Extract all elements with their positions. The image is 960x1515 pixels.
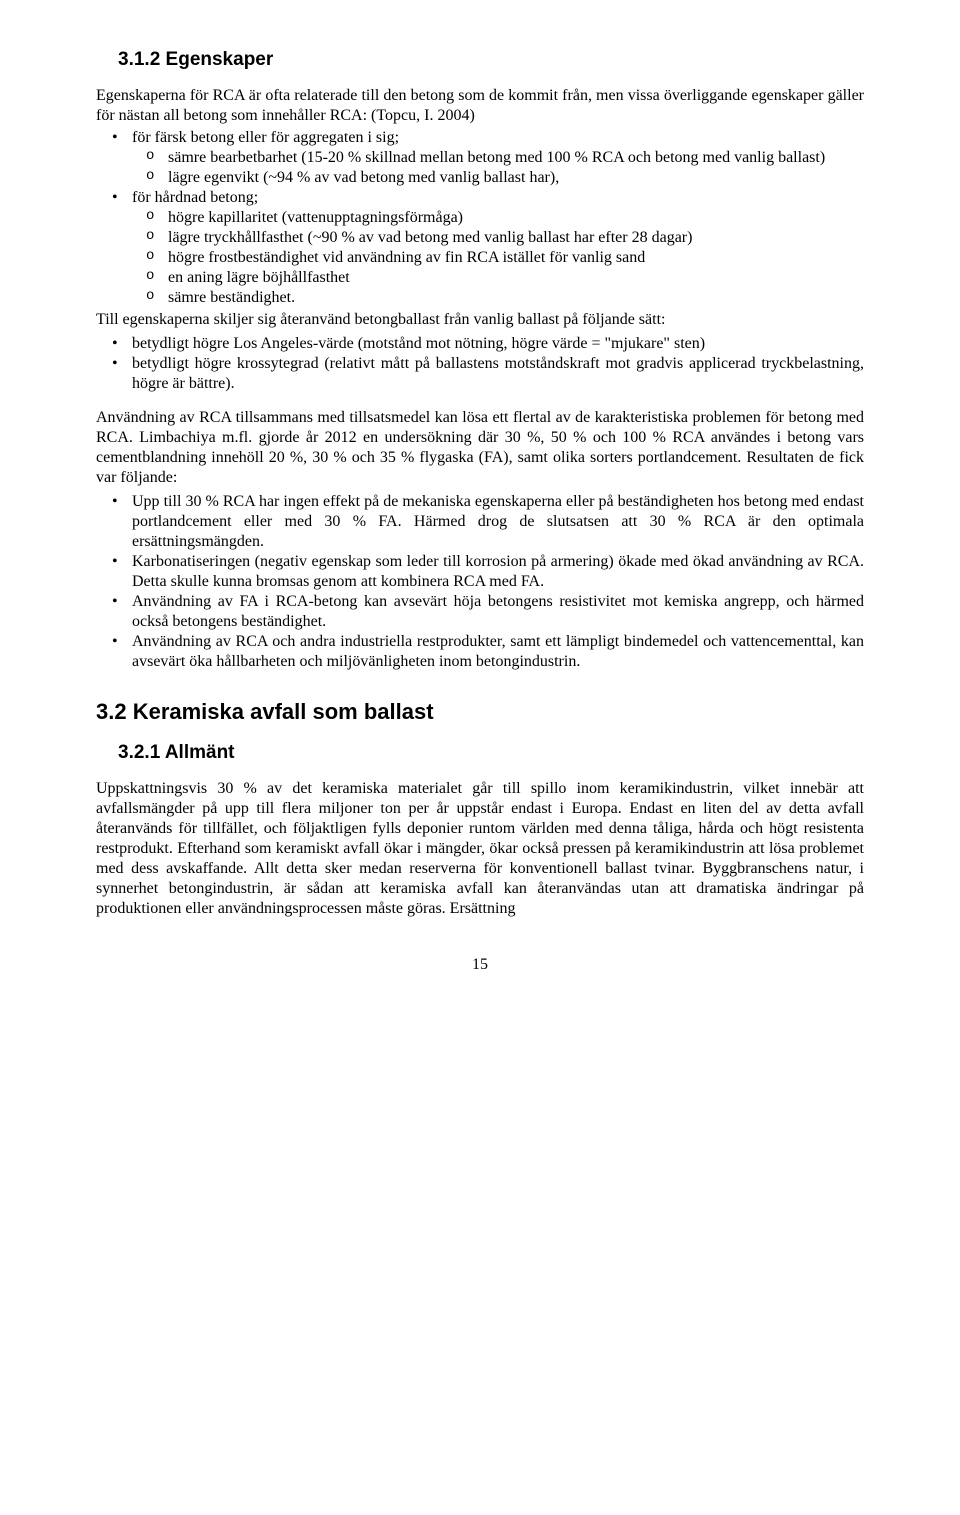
list-item: Karbonatiseringen (negativ egenskap som …: [132, 552, 864, 592]
sub-list: högre kapillaritet (vattenupptagningsför…: [132, 208, 864, 308]
bullet-list-results: Upp till 30 % RCA har ingen effekt på de…: [96, 492, 864, 672]
list-item: betydligt högre Los Angeles-värde (motst…: [132, 334, 864, 354]
sub-list-item: högre kapillaritet (vattenupptagningsför…: [168, 208, 864, 228]
sub-list-item: högre frostbeständighet vid användning a…: [168, 248, 864, 268]
list-item: för färsk betong eller för aggregaten i …: [132, 128, 864, 188]
sub-list-item: en aning lägre böjhållfasthet: [168, 268, 864, 288]
list-item: för hårdnad betong; högre kapillaritet (…: [132, 188, 864, 308]
list-item: Upp till 30 % RCA har ingen effekt på de…: [132, 492, 864, 552]
page-number: 15: [96, 955, 864, 975]
list-item: Användning av RCA och andra industriella…: [132, 632, 864, 672]
bullet-list-differences: betydligt högre Los Angeles-värde (motst…: [96, 334, 864, 394]
list-item-label: för hårdnad betong;: [132, 189, 258, 206]
sub-list-item: sämre beständighet.: [168, 288, 864, 308]
list-item: Användning av FA i RCA-betong kan avsevä…: [132, 592, 864, 632]
list-item: betydligt högre krossytegrad (relativt m…: [132, 354, 864, 394]
paragraph-ceramic: Uppskattningsvis 30 % av det keramiska m…: [96, 779, 864, 919]
paragraph-study: Användning av RCA tillsammans med tillsa…: [96, 408, 864, 488]
heading-3-1-2: 3.1.2 Egenskaper: [96, 48, 864, 72]
paragraph-lead: Till egenskaperna skiljer sig återanvänd…: [96, 310, 864, 330]
sub-list-item: lägre egenvikt (~94 % av vad betong med …: [168, 168, 864, 188]
sub-list-item: sämre bearbetbarhet (15-20 % skillnad me…: [168, 148, 864, 168]
paragraph-intro: Egenskaperna för RCA är ofta relaterade …: [96, 86, 864, 126]
sub-list: sämre bearbetbarhet (15-20 % skillnad me…: [132, 148, 864, 188]
heading-3-2: 3.2 Keramiska avfall som ballast: [96, 698, 864, 726]
sub-list-item: lägre tryckhållfasthet (~90 % av vad bet…: [168, 228, 864, 248]
heading-3-2-1: 3.2.1 Allmänt: [96, 741, 864, 765]
bullet-list-properties: för färsk betong eller för aggregaten i …: [96, 128, 864, 308]
list-item-label: för färsk betong eller för aggregaten i …: [132, 129, 399, 146]
